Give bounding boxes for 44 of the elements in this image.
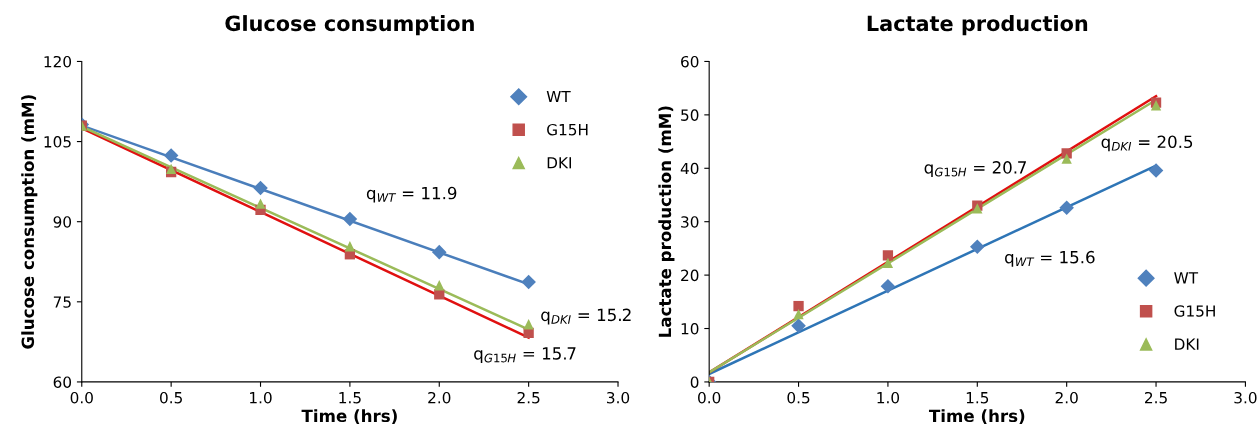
legend-label: DKI — [547, 157, 572, 169]
y-tick-label: 40 — [680, 162, 699, 175]
annotation: q$_{WT}$ = 15.6 — [1005, 250, 1095, 267]
chart-title: Glucose consumption — [225, 15, 474, 36]
x-tick-label: 3.0 — [607, 391, 630, 404]
x-axis-title: Time (hrs) — [928, 409, 1025, 425]
y-axis-title: Glucose consumption (mM) — [21, 95, 38, 349]
legend-label: WT — [546, 90, 571, 103]
x-tick-label: 1.5 — [339, 392, 361, 404]
annotation: q$_{G15H}$ = 15.7 — [474, 347, 576, 363]
y-tick-label: 105 — [44, 136, 71, 148]
x-tick-label: 2.5 — [1145, 391, 1167, 404]
x-tick-label: 1.0 — [877, 391, 900, 404]
x-tick-label: 0.5 — [160, 391, 182, 404]
legend-label: G15H — [547, 123, 588, 136]
x-tick-label: 2.0 — [428, 391, 451, 404]
x-axis-title: Time (hrs) — [301, 409, 397, 425]
chart-title: Lactate production — [867, 15, 1088, 36]
annotation: q$_{G15H}$ = 20.7 — [924, 161, 1026, 177]
y-tick-label: 50 — [681, 109, 699, 121]
annotation: q$_{DKI}$ = 15.2 — [541, 308, 631, 325]
x-tick-label: 0.5 — [787, 391, 810, 404]
y-tick-label: 90 — [53, 216, 72, 228]
x-tick-label: 3.0 — [1234, 391, 1257, 404]
legend-label: G15H — [1174, 305, 1215, 317]
y-tick-label: 60 — [53, 376, 72, 388]
y-axis-title: Lactate production (mM) — [658, 106, 675, 337]
y-tick-label: 10 — [681, 322, 699, 335]
x-tick-label: 2.0 — [1055, 391, 1078, 404]
x-tick-label: 0.0 — [698, 391, 721, 404]
y-tick-label: 30 — [681, 216, 699, 228]
annotation: q$_{DKI}$ = 20.5 — [1101, 135, 1193, 152]
annotation: q$_{WT}$ = 11.9 — [366, 186, 457, 203]
y-tick-label: 120 — [44, 55, 72, 68]
y-tick-label: 20 — [681, 269, 699, 282]
y-tick-label: 0 — [690, 376, 699, 388]
x-tick-label: 1.5 — [966, 392, 989, 404]
legend-label: WT — [1174, 272, 1199, 284]
y-tick-label: 60 — [681, 55, 699, 68]
x-tick-label: 0.0 — [70, 391, 93, 404]
x-tick-label: 1.0 — [250, 391, 272, 404]
legend-label: DKI — [1175, 338, 1199, 350]
x-tick-label: 2.5 — [517, 391, 540, 404]
y-tick-label: 75 — [53, 296, 71, 308]
